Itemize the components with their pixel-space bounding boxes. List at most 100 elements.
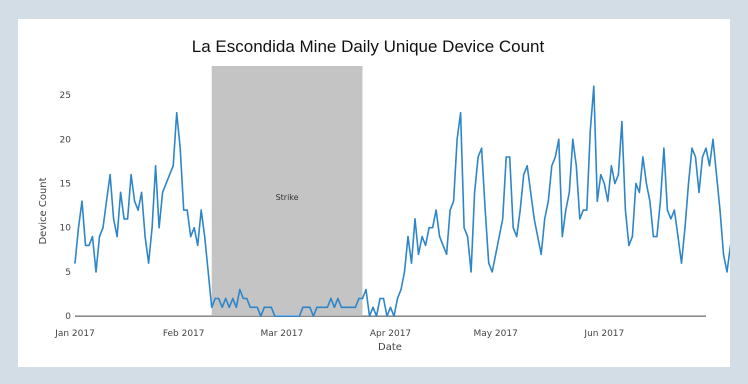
data-point (214, 297, 216, 300)
x-tick-label: Mar 2017 (260, 329, 303, 339)
data-point (281, 315, 283, 317)
x-axis-label: Date (378, 342, 402, 353)
data-point (133, 200, 136, 202)
data-point (463, 227, 465, 229)
data-point (537, 235, 539, 238)
data-point (684, 227, 686, 229)
data-point (88, 244, 90, 247)
data-point (81, 200, 83, 202)
data-point (225, 297, 227, 300)
data-point (91, 235, 94, 238)
data-point (407, 235, 409, 238)
data-point (382, 297, 385, 300)
data-point (347, 306, 350, 308)
data-point (109, 174, 111, 176)
data-point (600, 174, 602, 176)
data-point (270, 306, 272, 308)
data-point (305, 306, 308, 308)
data-point (656, 235, 658, 238)
data-point (428, 227, 430, 229)
data-point (330, 297, 332, 300)
data-point (554, 156, 556, 158)
data-point (523, 174, 525, 176)
data-point (168, 174, 171, 176)
data-point (610, 165, 613, 167)
data-point (386, 315, 388, 317)
data-point (372, 306, 374, 308)
data-point (491, 271, 493, 273)
data-point (659, 200, 662, 202)
data-point (333, 306, 336, 308)
data-point (137, 209, 139, 211)
data-point (179, 147, 181, 149)
data-point (701, 156, 704, 158)
data-point (158, 227, 160, 229)
data-point (526, 165, 528, 167)
data-point (183, 209, 185, 211)
data-point (670, 218, 672, 220)
data-point (123, 218, 125, 220)
y-tick-label: 20 (60, 135, 72, 145)
data-point (98, 235, 101, 238)
data-point (484, 209, 486, 211)
x-tick-label: Apr 2017 (370, 329, 411, 339)
data-point (218, 297, 220, 300)
data-point (530, 191, 532, 194)
data-point (519, 209, 521, 211)
data-point (452, 200, 455, 202)
data-point (365, 288, 367, 291)
data-point (389, 306, 392, 308)
data-point (84, 244, 87, 247)
data-point (719, 209, 721, 211)
strike-annotation-label: Strike (276, 193, 299, 202)
data-point (582, 209, 584, 211)
strike-shaded-region (211, 66, 363, 315)
data-point (480, 147, 483, 149)
data-point (445, 253, 448, 255)
data-point (190, 235, 192, 238)
data-point (316, 306, 318, 308)
data-point (228, 306, 230, 308)
data-point (603, 182, 605, 185)
data-point (312, 315, 315, 317)
data-point (477, 156, 479, 158)
data-point (586, 209, 588, 211)
data-point (459, 112, 462, 114)
data-point (260, 315, 262, 317)
data-point (302, 306, 304, 308)
data-point (161, 191, 164, 194)
data-point (140, 191, 143, 194)
chart-card: La Escondida Mine Daily Unique Device Co… (18, 19, 730, 367)
data-point (533, 218, 535, 220)
data-point (288, 315, 290, 317)
data-point (495, 253, 497, 255)
data-point (442, 244, 444, 247)
data-point (235, 306, 237, 308)
data-point (509, 156, 511, 158)
line-chart: La Escondida Mine Daily Unique Device Co… (38, 37, 730, 353)
data-point (694, 156, 697, 158)
data-point (379, 297, 381, 300)
data-point (263, 306, 265, 308)
y-axis-ticks: 0 5 10 15 20 25 (60, 91, 72, 322)
data-point (677, 235, 679, 238)
data-point (512, 227, 514, 229)
data-point (565, 209, 567, 211)
data-point (551, 165, 553, 167)
data-point (488, 262, 490, 264)
data-point (516, 235, 518, 238)
data-point (417, 253, 420, 255)
data-point (712, 138, 714, 140)
data-point (456, 138, 458, 140)
y-tick-label: 0 (65, 312, 71, 322)
data-point (193, 227, 195, 229)
data-point (204, 235, 206, 238)
data-point (253, 306, 255, 308)
data-point (624, 209, 627, 211)
data-point (256, 306, 258, 308)
data-point (572, 138, 574, 140)
data-point (375, 315, 378, 317)
data-point (239, 288, 241, 291)
data-point (722, 253, 725, 255)
data-point (431, 227, 434, 229)
